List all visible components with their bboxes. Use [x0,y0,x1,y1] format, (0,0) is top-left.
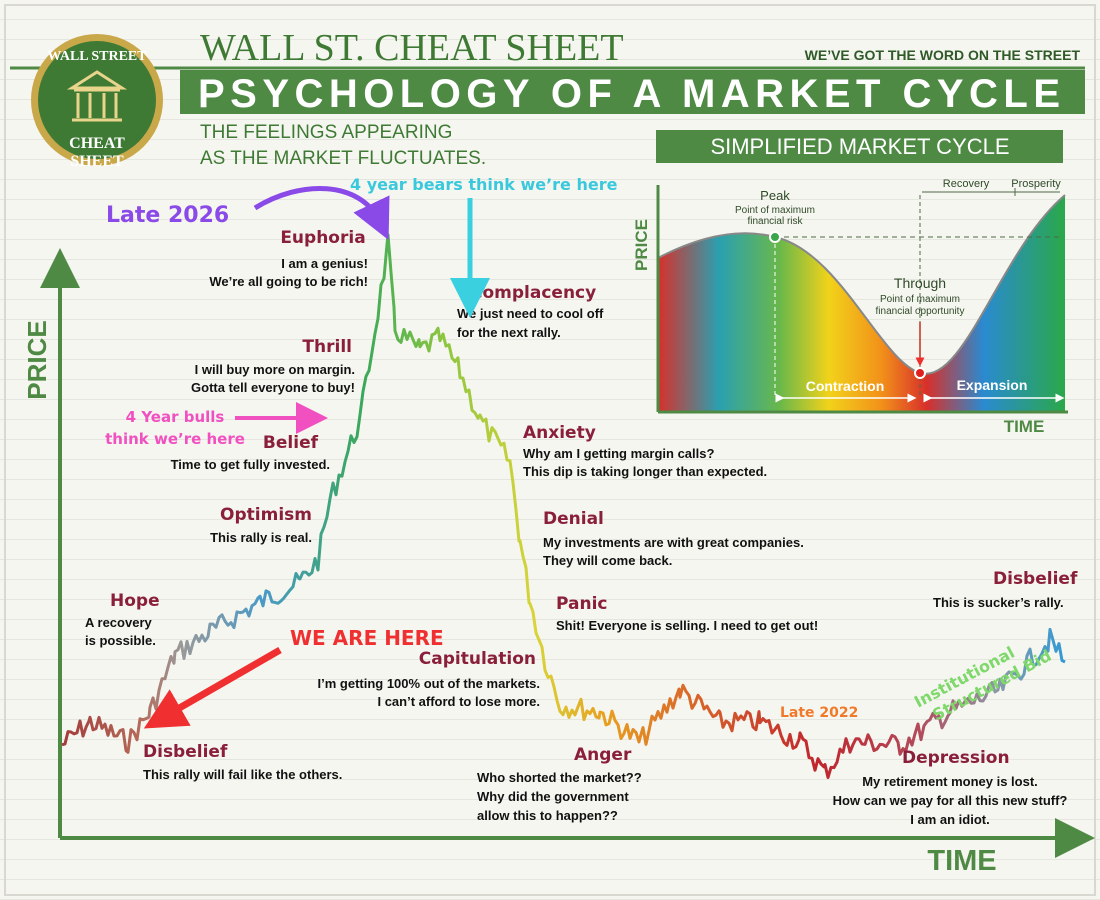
stage-name: Complacency [470,283,596,303]
y-axis-label: PRICE [22,320,52,399]
stage-quote: My investments are with great companies. [543,535,804,550]
logo-text: SHEET [70,153,124,170]
inset-note: financial risk [747,216,803,227]
inset-y-label: PRICE [632,219,651,271]
inset-note: Point of maximum [880,294,960,305]
stage-quote: We just need to cool off [457,306,604,321]
stage-quote: is possible. [85,633,156,648]
stage-quote: This is sucker’s rally. [933,595,1064,610]
arrow [253,186,390,241]
inset-label: Expansion [957,377,1028,393]
annotation: Late 2026 [106,203,229,228]
stage-quote: Shit! Everyone is selling. I need to get… [556,618,818,633]
stage-name: Euphoria [280,228,365,248]
stage-quote: Who shorted the market?? [477,770,642,785]
stages: Disbelief This rally will fail like the o… [85,228,1078,827]
stage-quote: allow this to happen?? [477,808,618,823]
stage-name: Anxiety [523,423,596,443]
logo [38,41,156,159]
stage-quote: Time to get fully invested. [171,457,330,472]
brand: WALL ST. CHEAT SHEET [200,27,624,69]
stage-quote: I’m getting 100% out of the markets. [318,676,541,691]
inset-title: SIMPLIFIED MARKET CYCLE [710,134,1009,159]
stage-name: Disbelief [143,742,228,762]
inset-title-banner [656,130,1063,163]
annotation: Late 2022 [780,705,858,721]
inset-curve-line [657,194,1066,375]
stage-quote: for the next rally. [457,325,561,340]
stage-quote: How can we pay for all this new stuff? [833,793,1068,808]
inset-curve [658,195,1065,412]
subtitle: AS THE MARKET FLUCTUATES. [200,148,486,169]
stage-name: Hope [110,591,160,611]
stage-quote: This rally is real. [210,530,312,545]
logo-text: WALL STREET [47,49,147,64]
inset-note: financial opportunity [876,306,965,317]
annotation: WE ARE HERE [290,626,444,650]
annotation: think we’re here [105,430,245,448]
stage-quote: My retirement money is lost. [862,774,1038,789]
frame [4,4,1096,896]
stage-quote: I am an idiot. [910,812,989,827]
inset-label: Through [894,275,946,291]
inset-note: Point of maximum [735,205,815,216]
stage-quote: I will buy more on margin. [195,362,355,377]
tagline: WE’VE GOT THE WORD ON THE STREET [805,47,1081,63]
arrow [143,646,282,729]
peak-dot [769,231,781,243]
stage-name: Anger [574,745,632,765]
logo-icon [66,70,128,122]
stage-quote: Gotta tell everyone to buy! [191,380,355,395]
stage-name: Depression [902,748,1010,768]
stage-quote: This rally will fail like the others. [143,767,342,782]
price-line [61,233,1066,780]
stage-quote: We’re all going to be rich! [209,274,368,289]
stage-quote: A recovery [85,615,152,630]
subtitle: THE FEELINGS APPEARING [200,122,452,143]
annotation: 4 year bears think we’re here [350,175,618,194]
stage-quote: Why did the government [477,789,629,804]
stage-quote: I can’t afford to lose more. [377,694,540,709]
stage-name: Optimism [220,505,312,525]
x-axis-label: TIME [927,845,996,877]
stage-name: Capitulation [419,649,536,669]
stage-name: Panic [556,594,607,614]
title-banner [180,70,1085,114]
stage-name: Thrill [302,337,352,357]
through-dot [914,367,926,379]
stage-quote: I am a genius! [281,256,368,271]
stage-name: Disbelief [993,569,1078,589]
annotation: 4 Year bulls [126,408,225,426]
inset-x-label: TIME [1004,417,1045,436]
inset-label: Prosperity [1011,178,1061,190]
inset-label: Peak [760,188,790,203]
stage-quote: Why am I getting margin calls? [523,446,714,461]
stage-name: Belief [263,433,319,453]
stage-quote: They will come back. [543,553,672,568]
stage-name: Denial [543,509,604,529]
inset-label: Recovery [943,178,990,190]
stage-quote: This dip is taking longer than expected. [523,464,767,479]
inset-label: Contraction [806,378,885,394]
logo-text: CHEAT [69,135,125,152]
